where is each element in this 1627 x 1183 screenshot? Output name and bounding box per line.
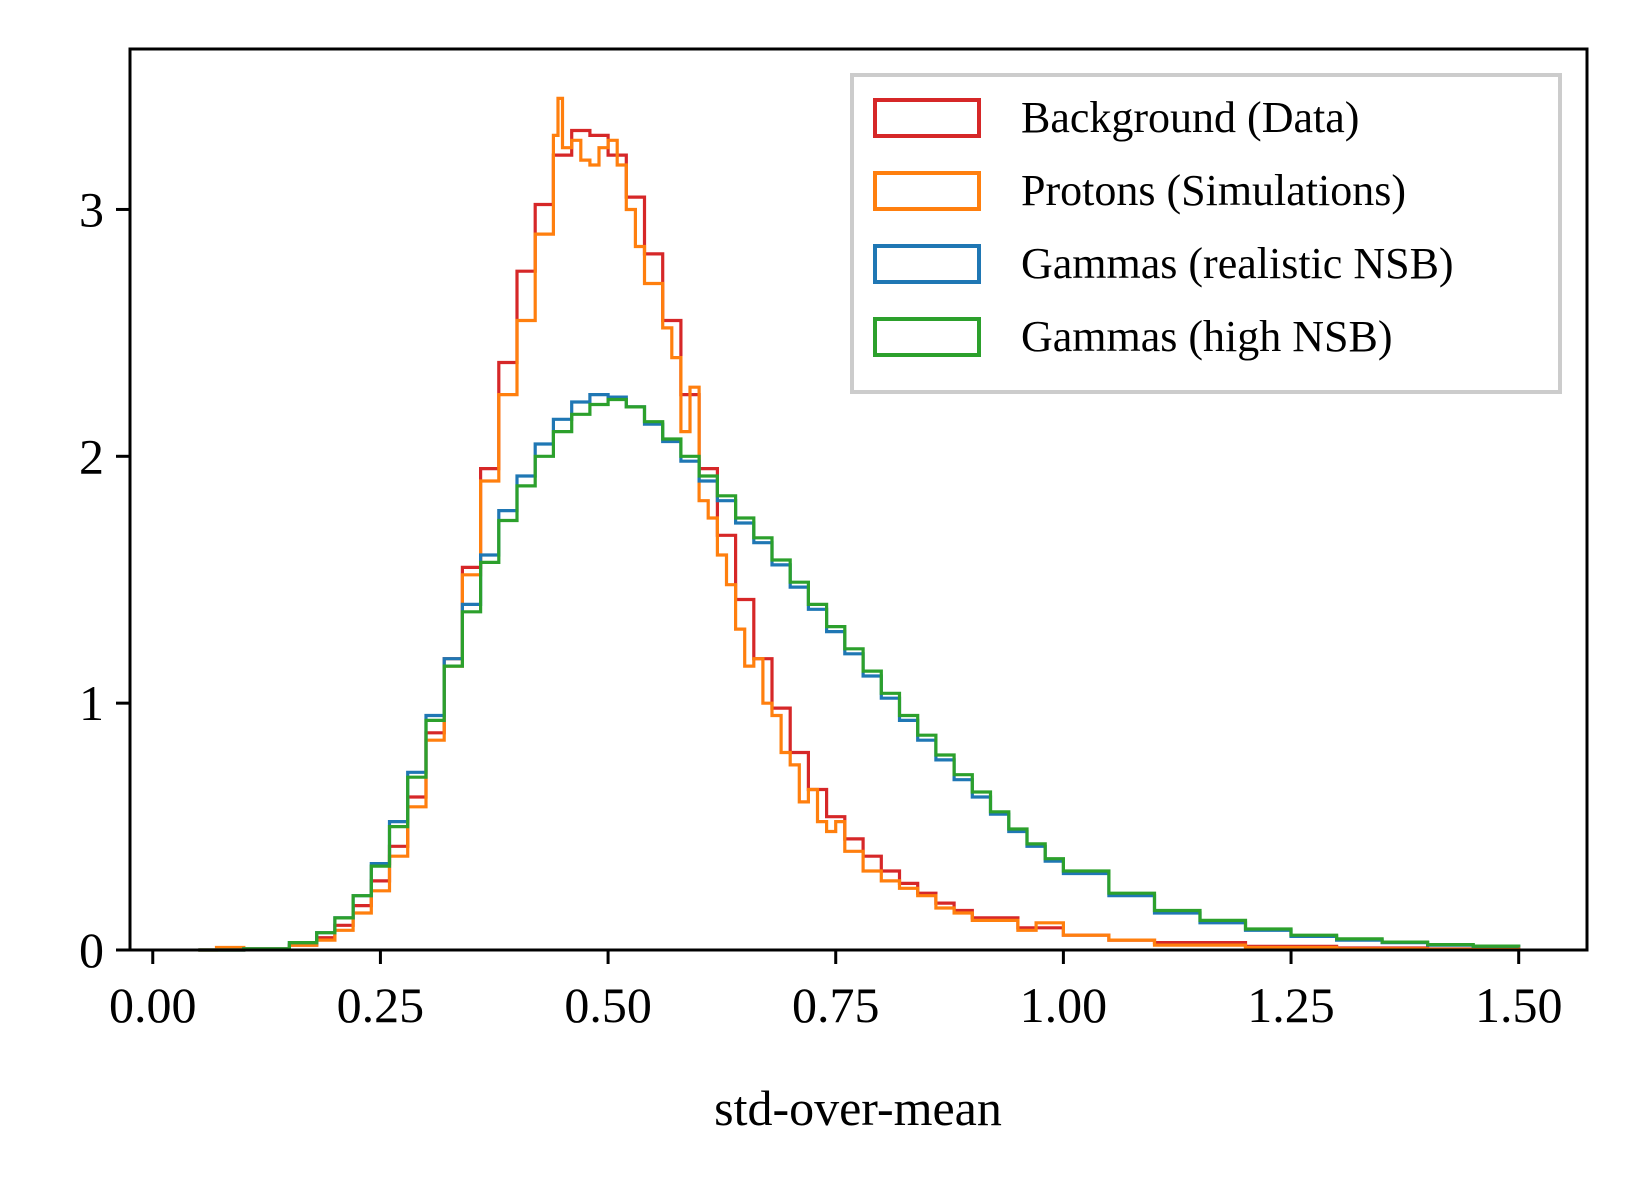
x-tick-label-6: 1.50 [1475,977,1563,1033]
legend-label-4: Gammas (high NSB) [1021,312,1393,361]
series-layer [198,96,1521,952]
x-axis: 0.00 0.25 0.50 0.75 1.00 1.25 1.50 [109,950,1562,1033]
y-tick-label-1: 1 [79,675,104,731]
y-tick-label-2: 2 [79,428,104,484]
legend-swatch-4 [873,317,981,357]
x-tick-label-3: 0.75 [792,977,880,1033]
legend-swatch-1 [873,98,981,138]
y-axis: 0 1 2 3 [79,181,130,978]
legend-label-3: Gammas (realistic NSB) [1021,239,1454,288]
legend-label-1: Background (Data) [1021,93,1359,142]
legend-items: Background (Data) Protons (Simulations) Ga… [873,93,1454,361]
x-tick-label-1: 0.25 [337,977,425,1033]
plot-frame [128,47,1589,952]
legend: Background (Data) Protons (Simulations) Ga… [850,73,1562,394]
y-tick-label-3: 3 [79,181,104,237]
legend-box [850,73,1562,394]
y-tick-label-0: 0 [79,922,104,978]
legend-label-2: Protons (Simulations) [1021,166,1406,215]
x-tick-label-4: 1.00 [1020,977,1108,1033]
series-line-3 [198,393,1521,952]
x-tick-label-0: 0.00 [109,977,197,1033]
legend-swatch-2 [873,171,981,211]
x-axis-label: std-over-mean [714,1080,1002,1136]
x-tick-label-2: 0.50 [564,977,652,1033]
series-line-4 [198,397,1521,952]
x-tick-label-5: 1.25 [1247,977,1335,1033]
legend-swatch-3 [873,244,981,284]
